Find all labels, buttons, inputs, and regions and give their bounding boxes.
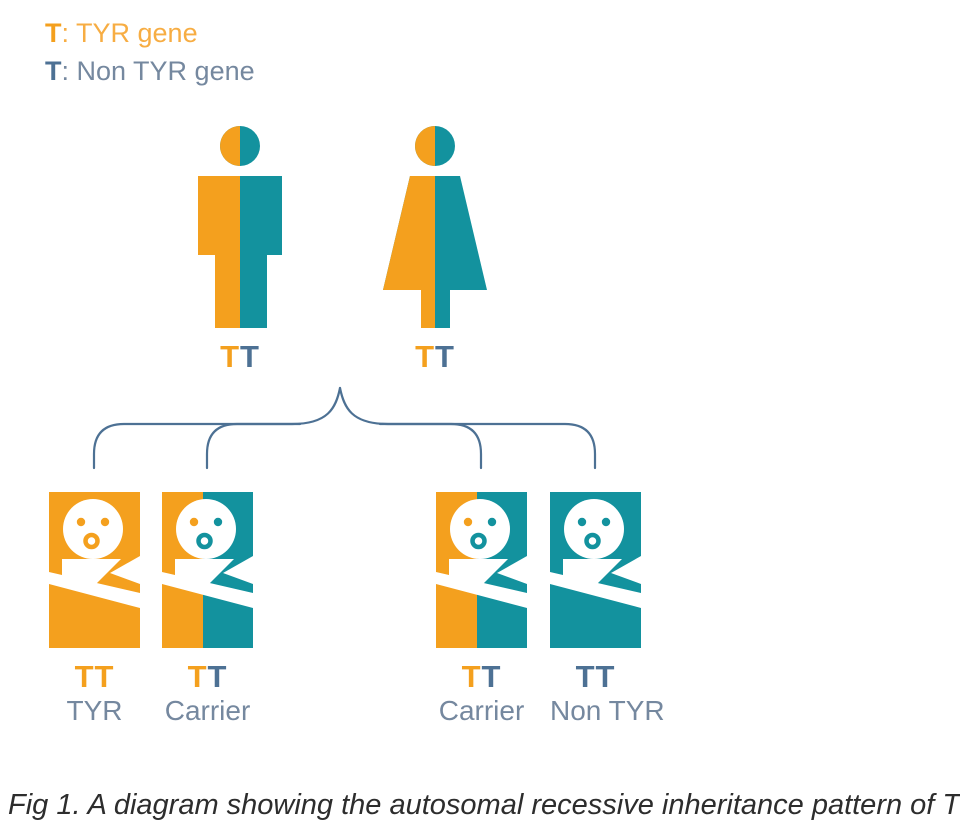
baby-icon-carrier-2 xyxy=(436,492,527,648)
parent-mother: TT xyxy=(382,125,488,374)
legend-desc-non-tyr: : Non TYR gene xyxy=(61,56,255,86)
mother-allele-1: T xyxy=(415,339,435,374)
baby-icon-non-tyr xyxy=(550,492,641,648)
legend-item-tyr: T: TYR gene xyxy=(45,14,255,52)
father-allele-2: T xyxy=(240,339,260,374)
child-carrier-2-allele-2: T xyxy=(481,659,502,694)
child-tyr-genotype: TT xyxy=(49,660,140,694)
figure-caption: Fig 1. A diagram showing the autosomal r… xyxy=(8,789,960,821)
child-non-tyr-genotype: TT xyxy=(550,660,641,694)
child-carrier-1-genotype: TT xyxy=(162,660,253,694)
child-non-tyr-allele-2: T xyxy=(595,659,616,694)
legend-desc-tyr: : TYR gene xyxy=(61,18,198,48)
father-allele-1: T xyxy=(220,339,240,374)
child-non-tyr-allele-1: T xyxy=(575,659,596,694)
legend: T: TYR gene T: Non TYR gene xyxy=(45,14,255,90)
female-figure-icon xyxy=(383,126,487,328)
baby-icon-carrier-1 xyxy=(162,492,253,648)
child-carrier-2-label: Carrier xyxy=(438,695,525,726)
parent-father: TT xyxy=(198,125,282,374)
baby-icon-tyr xyxy=(49,492,140,648)
child-tyr-label: TYR xyxy=(66,695,123,726)
child-tyr: TT TYR xyxy=(49,492,140,727)
child-carrier-2: TT Carrier xyxy=(436,492,527,727)
mother-allele-2: T xyxy=(435,339,455,374)
legend-allele-non-tyr: T xyxy=(45,56,62,86)
child-carrier-1-allele-2: T xyxy=(207,659,228,694)
legend-allele-tyr: T xyxy=(45,18,62,48)
child-non-tyr: TT Non TYR xyxy=(550,492,665,727)
child-tyr-allele-1: T xyxy=(74,659,95,694)
child-carrier-1: TT Carrier xyxy=(162,492,253,727)
child-carrier-2-genotype: TT xyxy=(436,660,527,694)
child-tyr-allele-2: T xyxy=(94,659,115,694)
father-genotype: TT xyxy=(198,340,282,374)
legend-item-non-tyr: T: Non TYR gene xyxy=(45,52,255,90)
child-carrier-2-allele-1: T xyxy=(461,659,482,694)
child-carrier-1-allele-1: T xyxy=(187,659,208,694)
male-figure-icon xyxy=(198,126,282,328)
mother-genotype: TT xyxy=(382,340,488,374)
descent-connector-lines xyxy=(92,386,597,470)
child-non-tyr-label: Non TYR xyxy=(550,695,665,726)
child-carrier-1-label: Carrier xyxy=(164,695,251,726)
